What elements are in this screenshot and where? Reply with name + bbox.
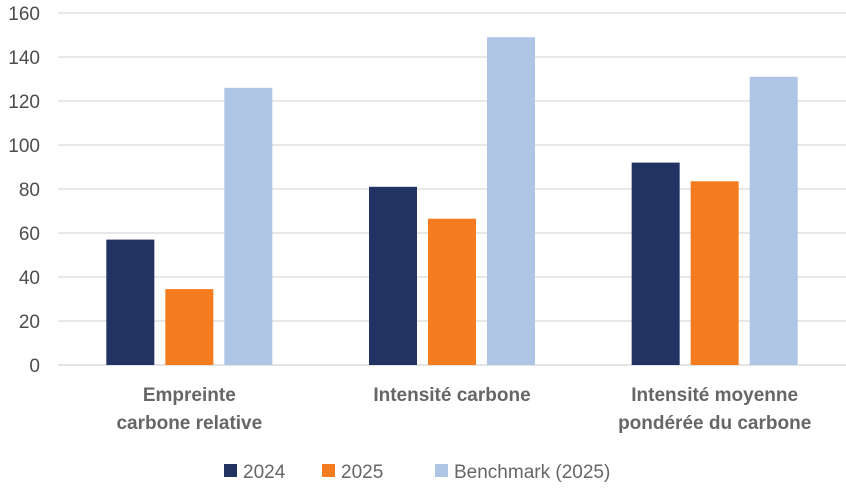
y-tick-label: 80 bbox=[19, 180, 40, 201]
legend-label: 2024 bbox=[243, 462, 286, 483]
bar-3-2 bbox=[487, 37, 535, 365]
y-tick-label: 160 bbox=[8, 4, 40, 25]
y-tick-label: 60 bbox=[19, 224, 40, 245]
bar-2-3 bbox=[690, 181, 739, 365]
category-label: Empreinte carbone relative bbox=[116, 385, 262, 434]
y-tick-label: 0 bbox=[29, 356, 40, 377]
category-label: Intensité carbone bbox=[373, 385, 530, 406]
category-label: Intensité moyenne pondérée du carbone bbox=[618, 385, 811, 434]
bar-1-1 bbox=[106, 239, 155, 365]
bar-2-2 bbox=[428, 218, 476, 365]
category-label-line: Intensité moyenne bbox=[631, 385, 798, 406]
y-tick-label: 40 bbox=[19, 268, 40, 289]
bars bbox=[106, 37, 798, 366]
y-tick-label: 140 bbox=[8, 48, 40, 69]
bar-3-3 bbox=[749, 76, 798, 366]
bar-2-1 bbox=[165, 289, 214, 365]
legend-swatch bbox=[435, 464, 448, 477]
legend-swatch bbox=[322, 464, 335, 477]
category-label-line: carbone relative bbox=[116, 413, 262, 434]
bar-1-2 bbox=[369, 186, 417, 365]
category-labels: Empreinte carbone relative Intensité carbo… bbox=[116, 385, 811, 434]
y-tick-label: 20 bbox=[19, 312, 40, 333]
y-tick-label: 100 bbox=[8, 136, 40, 157]
y-axis-ticks: 0 20 40 60 80 100 120 140 160 bbox=[8, 4, 40, 377]
category-label-line: Empreinte bbox=[143, 385, 236, 406]
bar-3-1 bbox=[224, 87, 273, 366]
y-tick-label: 120 bbox=[8, 92, 40, 113]
legend-label: 2025 bbox=[341, 462, 383, 483]
bar-1-3 bbox=[631, 162, 680, 365]
category-label-line: pondérée du carbone bbox=[618, 413, 811, 434]
category-label-line: Intensité carbone bbox=[373, 385, 530, 406]
legend-label: Benchmark (2025) bbox=[454, 462, 610, 483]
legend: 2024 2025 Benchmark (2025) bbox=[224, 462, 610, 483]
legend-swatch bbox=[224, 464, 237, 477]
